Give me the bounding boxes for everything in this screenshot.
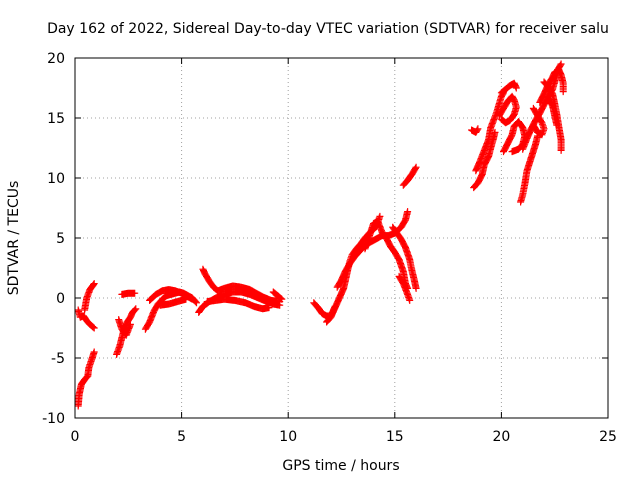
data-point — [498, 116, 506, 124]
x-axis-label: GPS time / hours — [282, 458, 399, 474]
x-tick-label: 15 — [386, 429, 404, 445]
data-point — [131, 306, 139, 314]
y-tick-label: 20 — [47, 51, 65, 67]
y-tick-label: 0 — [56, 291, 65, 307]
data-point — [559, 88, 567, 96]
data-point — [412, 163, 420, 171]
data-point — [90, 280, 98, 288]
data-points — [74, 60, 567, 410]
data-point — [529, 121, 537, 129]
data-point — [90, 348, 98, 356]
data-point — [182, 295, 190, 303]
data-point — [553, 121, 561, 129]
data-point — [276, 294, 284, 302]
data-point — [132, 305, 140, 313]
data-point — [497, 115, 505, 123]
data-point — [376, 212, 384, 220]
data-point — [277, 295, 285, 302]
data-point — [404, 208, 412, 216]
data-point — [557, 146, 565, 154]
data-point — [188, 295, 196, 303]
x-tick-label: 0 — [71, 429, 80, 445]
data-point — [278, 295, 286, 303]
data-point — [90, 281, 97, 289]
data-point — [473, 126, 481, 134]
data-point — [508, 148, 516, 156]
data-point — [499, 117, 507, 125]
chart-title: Day 162 of 2022, Sidereal Day-to-day VTE… — [47, 21, 609, 37]
data-point — [512, 84, 520, 92]
data-point — [412, 284, 420, 292]
y-axis-label: SDTVAR / TECUs — [6, 181, 22, 296]
data-point — [89, 323, 97, 331]
y-tick-label: -5 — [51, 351, 65, 367]
data-point — [530, 122, 538, 130]
x-tick-label: 10 — [279, 429, 297, 445]
plot-frame — [74, 57, 609, 419]
data-point — [557, 60, 565, 68]
data-point — [474, 125, 482, 133]
y-tick-label: 15 — [47, 111, 65, 127]
data-point — [89, 323, 96, 331]
data-point — [90, 324, 98, 332]
x-tick-label: 5 — [177, 429, 186, 445]
data-point — [131, 289, 139, 297]
y-tick-label: 10 — [47, 171, 65, 187]
x-tick-label: 25 — [599, 429, 617, 445]
axis-ticks: 0 5 10 15 20 25 -10 -5 0 5 10 15 20 — [42, 51, 617, 445]
y-tick-label: 5 — [56, 231, 65, 247]
y-tick-label: -10 — [42, 411, 65, 427]
data-point — [265, 304, 273, 312]
grid-lines — [75, 58, 608, 418]
data-point — [193, 299, 200, 307]
data-point — [406, 296, 414, 304]
data-point — [126, 320, 134, 328]
data-point — [411, 164, 419, 172]
x-tick-label: 20 — [492, 429, 510, 445]
data-point — [556, 61, 564, 69]
